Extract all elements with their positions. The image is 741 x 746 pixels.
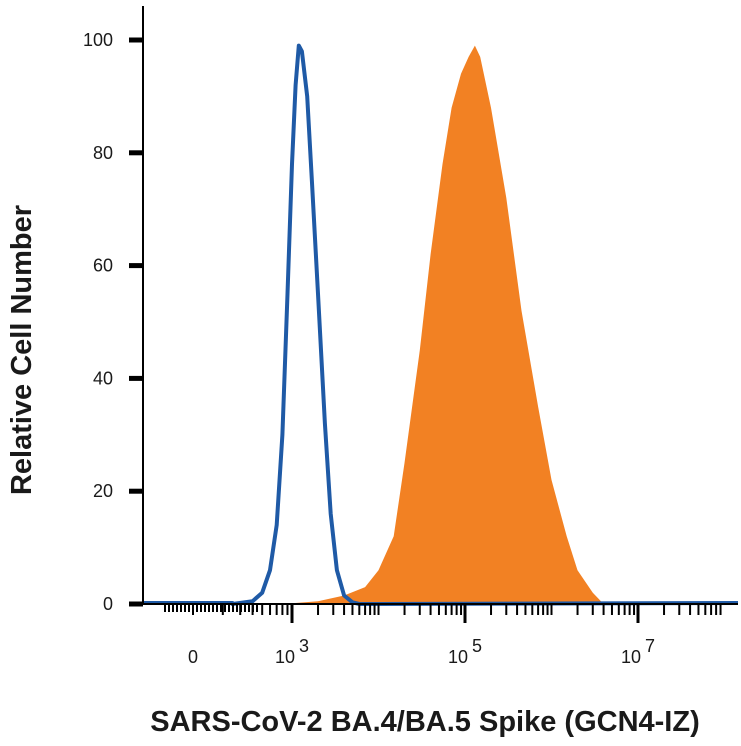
y-tick-label: 20 [93, 481, 113, 501]
series-filled-histogram [282, 45, 604, 605]
y-tick-label: 60 [93, 256, 113, 276]
y-tick-label: 40 [93, 368, 113, 388]
series-outline-histogram [143, 43, 739, 606]
x-tick-label: 103 [275, 636, 309, 667]
y-axis-title: Relative Cell Number [6, 205, 38, 495]
y-tick-label: 80 [93, 143, 113, 163]
x-axis-title: SARS-CoV-2 BA.4/BA.5 Spike (GCN4-IZ) [150, 706, 699, 738]
y-tick-label: 100 [83, 30, 113, 50]
x-tick-label: 105 [448, 636, 482, 667]
x-tick-label: 107 [621, 636, 655, 667]
x-tick-label: 0 [188, 647, 198, 667]
y-tick-label: 0 [103, 594, 113, 614]
